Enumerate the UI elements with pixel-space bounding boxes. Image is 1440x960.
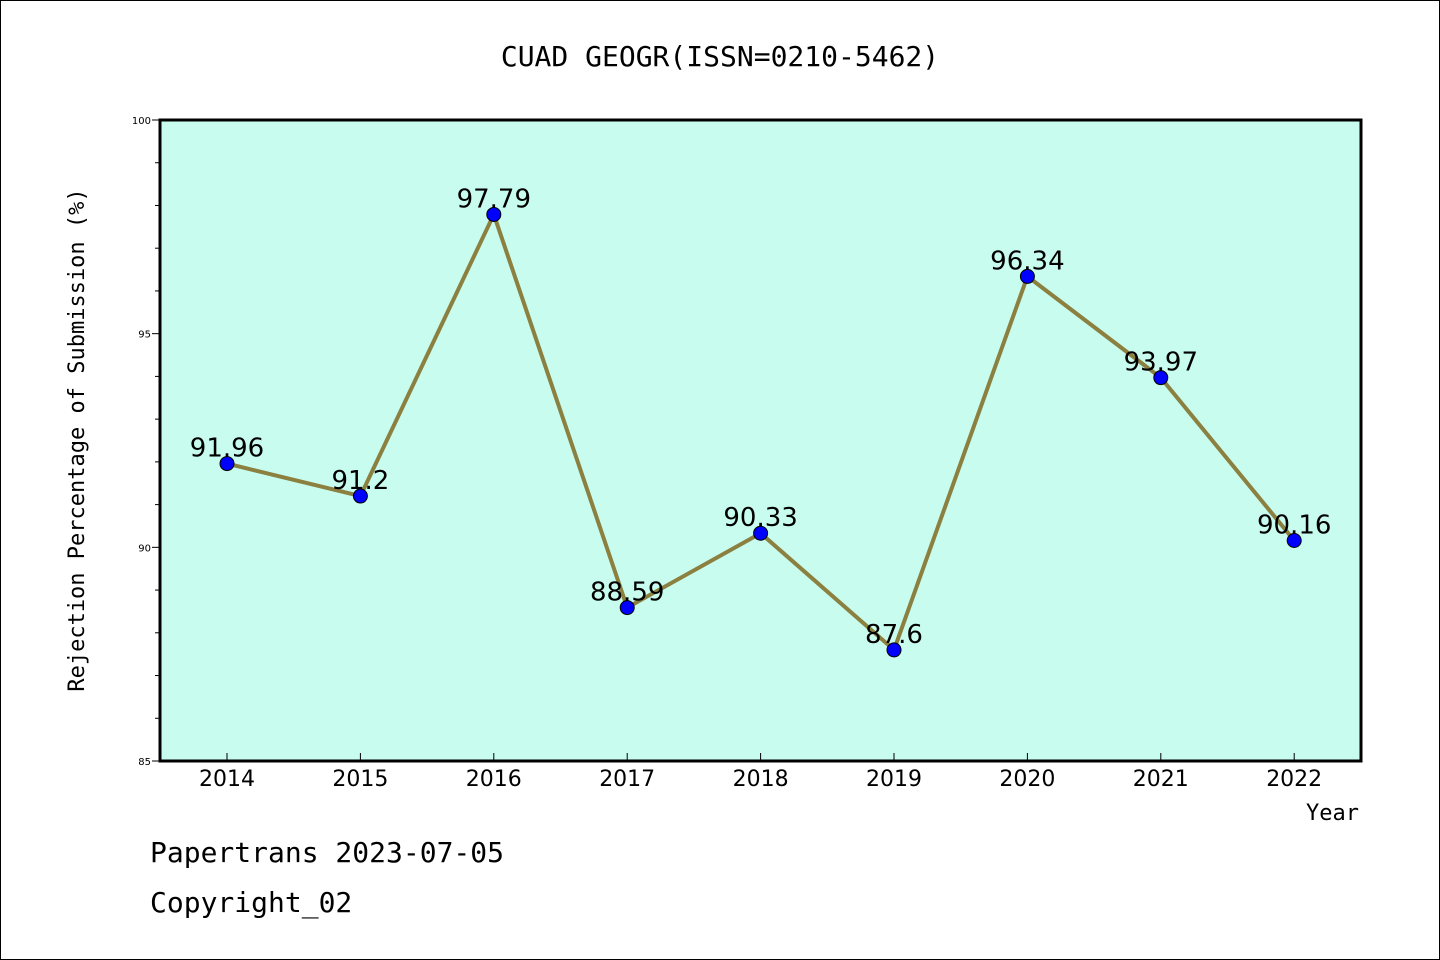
- data-label: 87.6: [865, 620, 923, 650]
- y-tick-label: 95: [138, 330, 151, 341]
- x-tick-label: 2022: [1266, 767, 1322, 792]
- footer-source: Papertrans 2023-07-05: [150, 836, 505, 869]
- y-tick-label: 100: [132, 116, 151, 127]
- x-tick-label: 2018: [733, 767, 789, 792]
- x-axis: 2014 2015 2016 2017 2018 2019 2020 2021 2022: [199, 753, 1322, 792]
- data-label-group: 91.96 91.2 97.79 88.59 90.33 87.6 96.34 93.97 90…: [190, 184, 1332, 649]
- x-tick-label: 2020: [999, 767, 1055, 792]
- x-tick-label: 2019: [866, 767, 922, 792]
- y-axis-label: Rejection Percentage of Submission (%): [65, 188, 90, 691]
- x-tick-label: 2017: [599, 767, 655, 792]
- data-label: 90.33: [723, 503, 797, 533]
- x-tick-label: 2014: [199, 767, 255, 792]
- data-point: [1286, 532, 1302, 548]
- x-axis-label: Year: [1306, 801, 1359, 826]
- data-label: 96.34: [990, 246, 1064, 276]
- data-point: [219, 456, 235, 472]
- data-point: [1019, 268, 1035, 284]
- y-axis: 85 90 95 100: [132, 116, 160, 768]
- data-label: 91.96: [190, 434, 264, 464]
- data-point: [886, 642, 902, 658]
- series-line-group: [219, 206, 1302, 658]
- data-point: [753, 525, 769, 541]
- data-point: [1153, 370, 1169, 386]
- data-point: [352, 488, 368, 504]
- x-tick-label: 2021: [1133, 767, 1189, 792]
- data-label: 91.2: [331, 466, 389, 496]
- data-point: [619, 600, 635, 616]
- data-label: 90.16: [1257, 510, 1331, 540]
- data-label: 88.59: [590, 578, 664, 608]
- data-point: [486, 206, 502, 222]
- x-tick-label: 2015: [332, 767, 388, 792]
- plot-area: [158, 118, 1363, 763]
- data-label: 97.79: [457, 184, 531, 214]
- footer-copyright: Copyright_02: [150, 886, 353, 919]
- y-tick-label: 90: [138, 543, 151, 554]
- data-label: 93.97: [1124, 348, 1198, 378]
- chart-title: CUAD GEOGR(ISSN=0210-5462): [501, 40, 939, 73]
- x-tick-label: 2016: [466, 767, 522, 792]
- y-tick-label: 85: [138, 757, 151, 768]
